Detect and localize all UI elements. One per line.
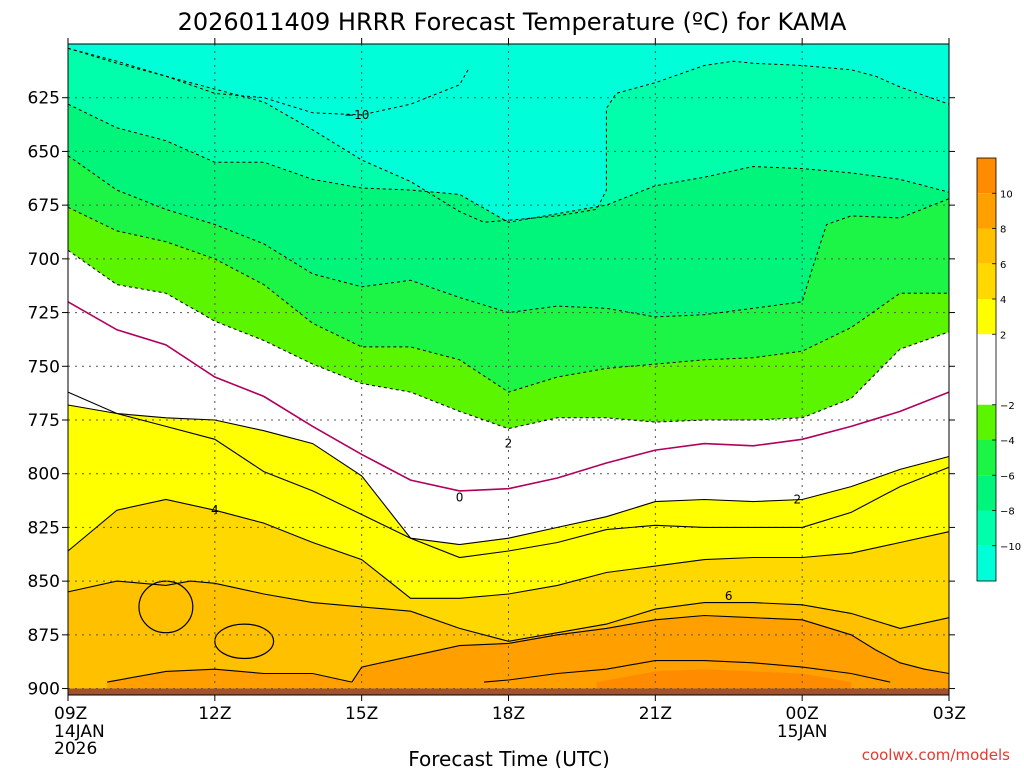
isotherm-line [67, 404, 950, 546]
x-tick-label: 03Z [933, 704, 966, 724]
colorbar-swatch [977, 263, 996, 299]
colorbar-swatch [977, 545, 996, 581]
y-tick-label: 825 [28, 518, 60, 538]
colorbar: 10 8 6 4 2 −2 −4 −6 −8 −10 [976, 157, 1021, 582]
isotherm-label: 0 [456, 490, 464, 504]
colorbar-frame [976, 157, 997, 582]
colorbar-swatch [977, 510, 996, 546]
y-tick-label: 875 [28, 626, 60, 646]
colorbar-swatch [977, 193, 996, 229]
x-tick-label: 18Z [492, 704, 525, 724]
y-tick-label: 800 [28, 465, 60, 485]
isotherm-label: −10 [344, 108, 369, 122]
colorbar-swatch [977, 440, 996, 476]
isotherm-line [67, 206, 949, 393]
isotherm-label: 4 [211, 503, 219, 517]
x-tick-label: 09Z [54, 704, 87, 724]
x-axis-label: Forecast Time (UTC) [408, 747, 610, 768]
colorbar-label: 8 [1000, 225, 1006, 236]
isotherm-line [67, 47, 470, 116]
colorbar-label: 4 [1000, 295, 1006, 306]
colorbar-label: 6 [1000, 260, 1006, 271]
colorbar-label: 2 [1000, 330, 1006, 341]
ground-fill [68, 688, 949, 695]
isotherm-line [67, 249, 950, 430]
colorbar-label: −8 [1000, 507, 1015, 518]
x-tick-date: 15JAN [777, 722, 828, 742]
colorbar-label: 10 [1000, 189, 1013, 200]
isotherm-line [67, 498, 950, 599]
isotherm-label: 2 [793, 492, 801, 506]
colorbar-swatch [977, 334, 996, 405]
colorbar-label: −4 [1000, 436, 1015, 447]
isotherm-line [483, 660, 891, 683]
isotherm-lines: −10 2 0 2 4 6 [67, 47, 950, 683]
isotherm-line [67, 155, 950, 318]
y-tick-label: 675 [28, 196, 60, 216]
x-tick-label: 12Z [198, 704, 231, 724]
y-axis: 625 650 675 700 725 750 775 800 825 850 875 900 [28, 89, 955, 700]
y-tick-label: 625 [28, 89, 60, 109]
colorbar-label: −10 [1000, 542, 1021, 553]
isotherm-label: 6 [725, 589, 733, 603]
y-tick-label: 650 [28, 142, 60, 162]
warm-cell [214, 623, 275, 660]
colorbar-swatch [977, 299, 996, 335]
isotherm-line [67, 391, 950, 559]
x-tick-label: 15Z [345, 704, 378, 724]
x-tick-year: 2026 [54, 739, 97, 759]
colorbar-label: −6 [1000, 471, 1015, 482]
isotherm-label: 2 [505, 437, 513, 451]
y-tick-label: 850 [28, 572, 60, 592]
warm-cell [138, 580, 194, 634]
ground-layer [68, 688, 949, 695]
source-credit: coolwx.com/models [862, 746, 1010, 764]
colorbar-label: −2 [1000, 401, 1015, 412]
y-tick-label: 900 [28, 680, 60, 700]
band-fill [596, 669, 852, 695]
x-tick-label: 00Z [786, 704, 819, 724]
plot-fill [68, 44, 949, 696]
x-tick-date: 14JAN [54, 722, 105, 742]
isotherm-line [351, 614, 950, 683]
isotherm-line [67, 301, 950, 492]
isotherm-line [67, 580, 950, 642]
isotherm-line [107, 668, 353, 683]
colorbar-swatch [977, 404, 996, 440]
y-tick-label: 700 [28, 250, 60, 270]
y-tick-label: 750 [28, 357, 60, 377]
colorbar-swatch [977, 228, 996, 264]
y-tick-label: 725 [28, 304, 60, 324]
x-tick-label: 21Z [639, 704, 672, 724]
band-fill [107, 669, 352, 695]
colorbar-swatch [977, 158, 996, 194]
colorbar-swatch [977, 475, 996, 511]
chart-title: 2026011409 HRRR Forecast Temperature (ºC… [178, 8, 847, 36]
y-tick-label: 775 [28, 411, 60, 431]
isotherm-line [67, 103, 950, 223]
